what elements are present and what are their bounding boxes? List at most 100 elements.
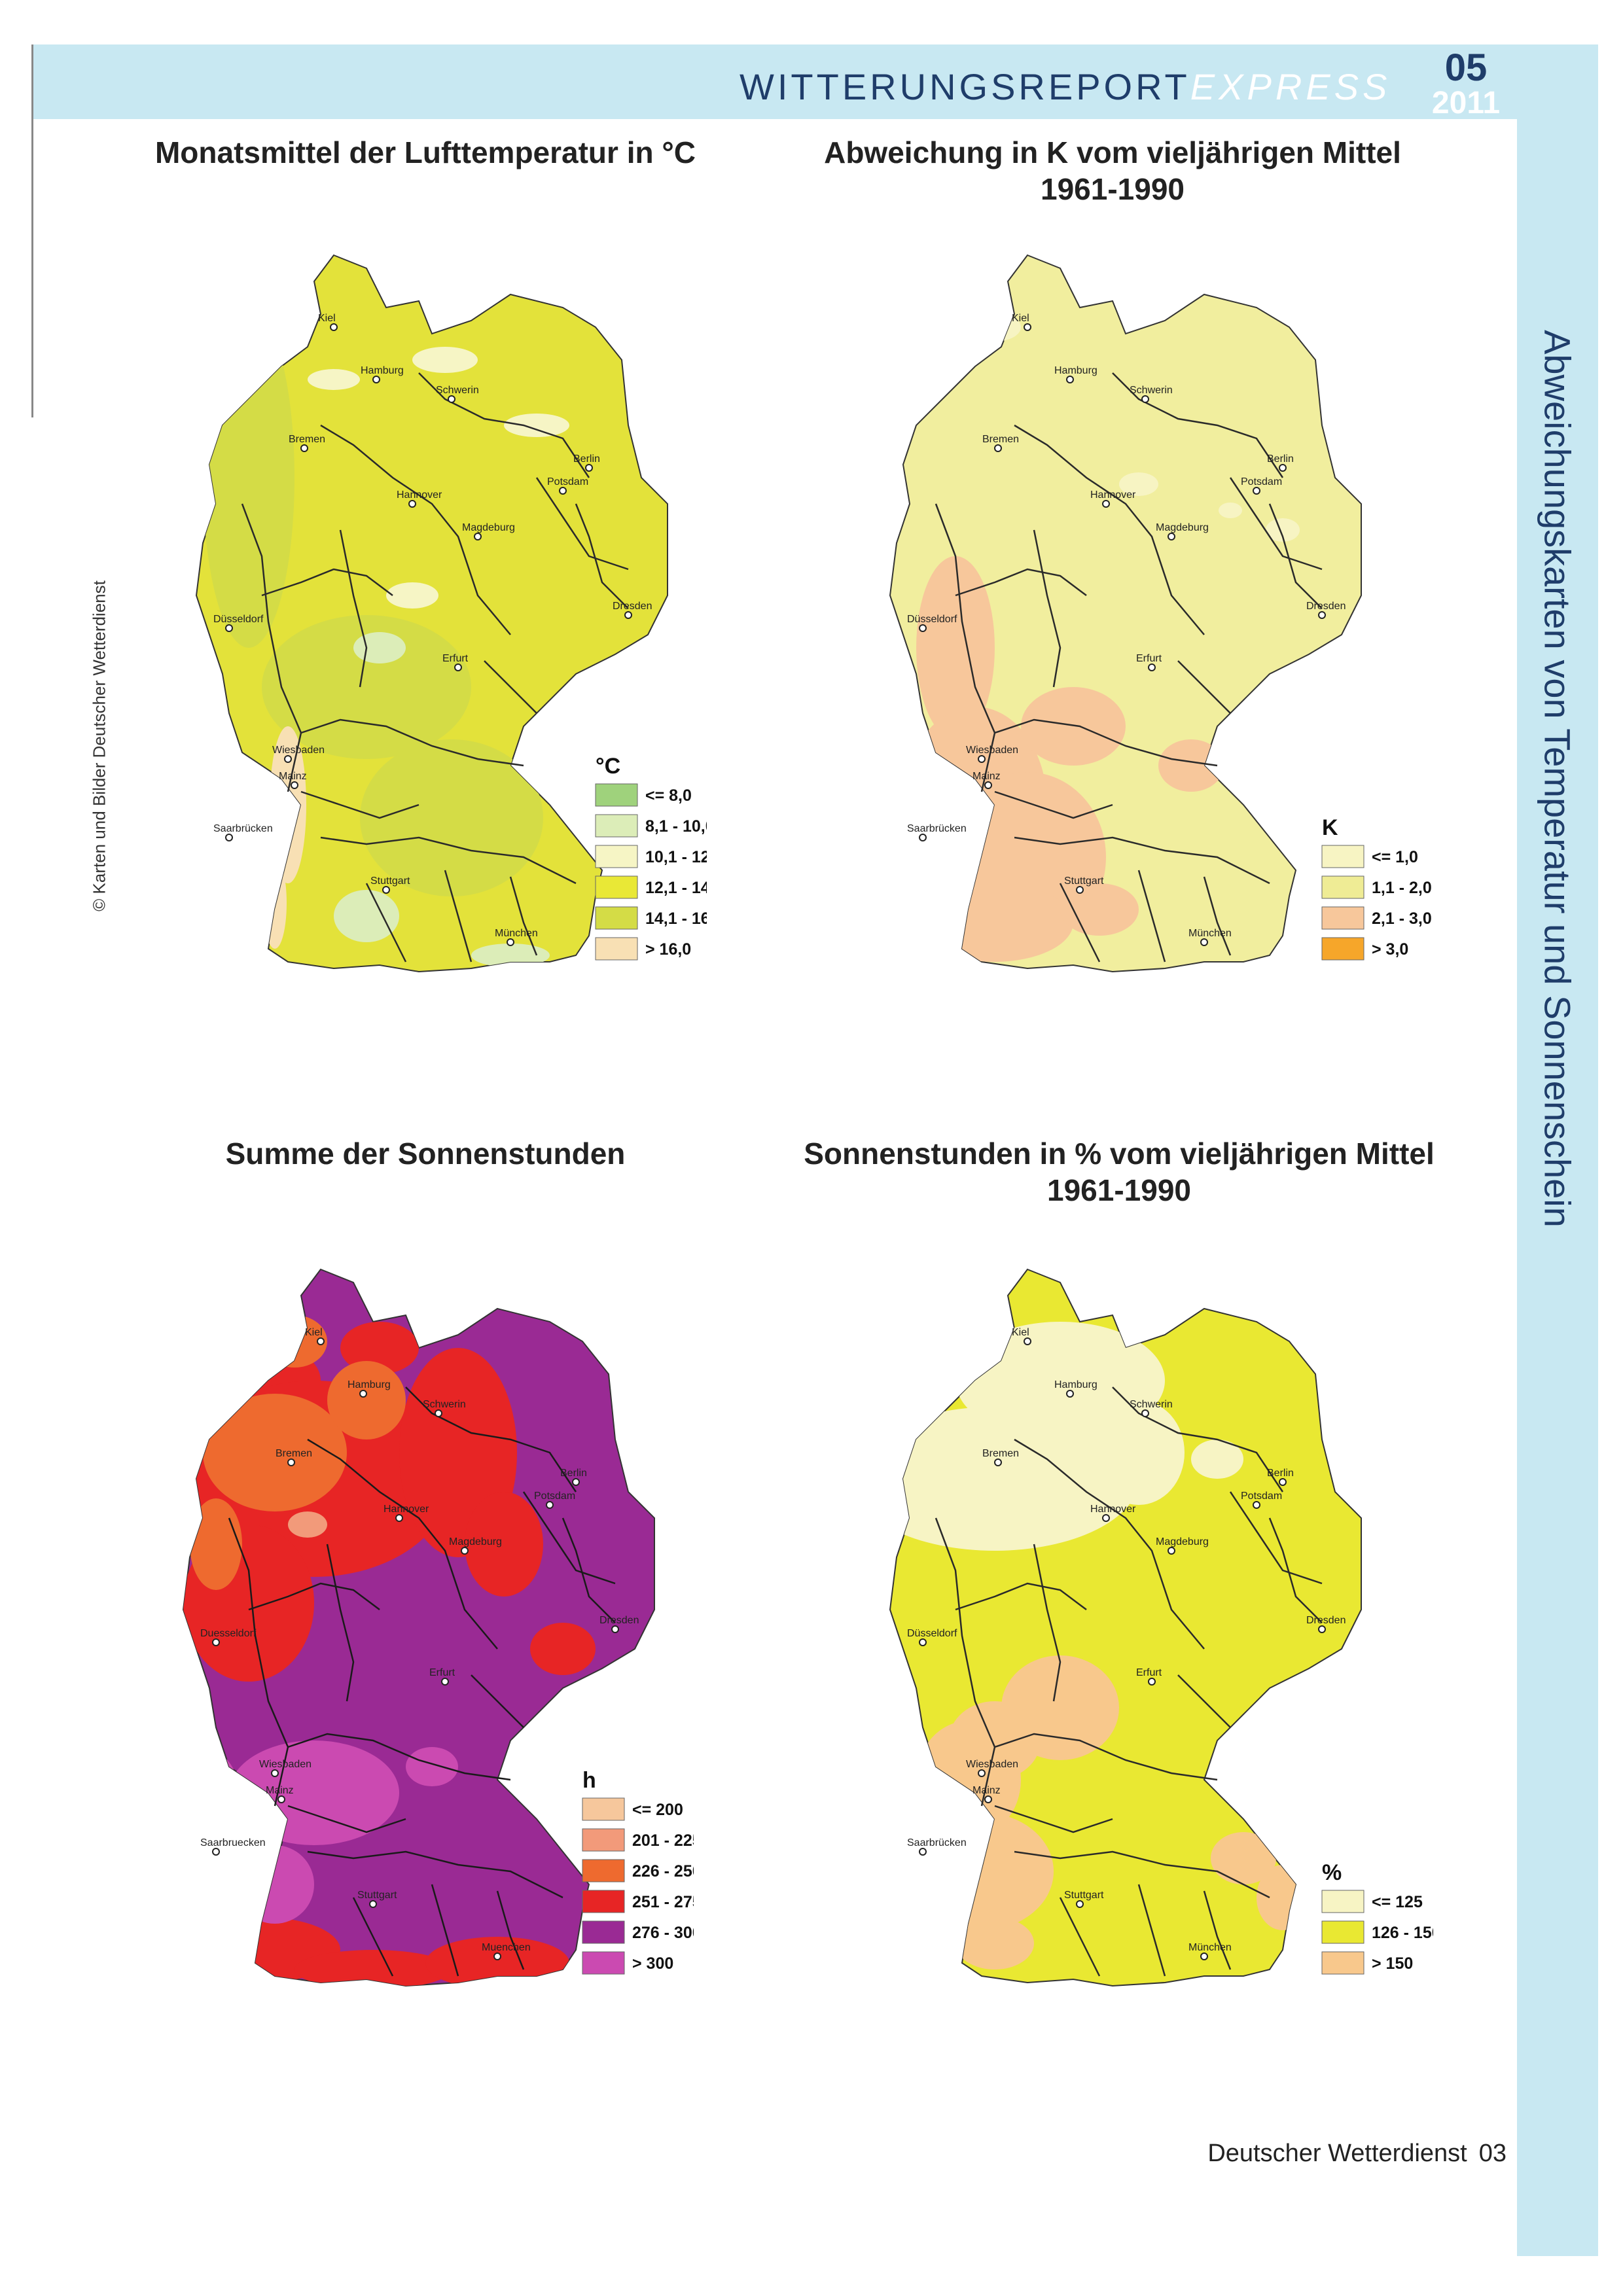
map-title-sunshine-line1: Summe der Sonnenstunden — [225, 1137, 626, 1171]
value-region — [465, 1492, 543, 1597]
value-region — [1257, 1865, 1309, 1930]
city-marker: Erfurt — [429, 1667, 455, 1686]
city-marker: Kiel — [1012, 313, 1031, 331]
river-line — [261, 568, 393, 597]
city-label: Potsdam — [534, 1491, 575, 1502]
city-label: Saarbrücken — [907, 823, 967, 834]
legend-item: 12,1 - 14,0 — [595, 875, 707, 899]
report-title-main: WITTERUNGSREPORT — [740, 66, 1190, 107]
legend-item: > 300 — [582, 1951, 673, 1975]
city-marker: Wiesbaden — [259, 1759, 312, 1777]
river-line — [562, 1517, 616, 1623]
legend-swatch — [595, 845, 638, 868]
copyright-note: © Karten und Bilder Deutscher Wetterdien… — [89, 580, 109, 911]
city-marker: München — [495, 928, 538, 946]
river-line — [509, 876, 538, 956]
map-legend: °C <= 8,0 8,1 - 10,0 10,1 - 12,0 12,1 - 14,0… — [595, 754, 707, 961]
value-region — [1191, 1439, 1243, 1479]
map-legend: K <= 1,0 1,1 - 2,0 2,1 - 3,0 > 3,0 — [1321, 815, 1432, 961]
legend-item: 126 - 150 — [1321, 1920, 1433, 1944]
value-region — [353, 632, 406, 663]
legend-swatch — [595, 937, 638, 961]
city-marker: Berlin — [1267, 1468, 1294, 1486]
issue-year: 2011 — [1431, 86, 1501, 120]
germany-map: Kiel Hamburg Schwerin Bremen Berlin Potsdam Ha… — [889, 1268, 1362, 1987]
city-label: Potsdam — [547, 476, 588, 487]
legend-label: <= 1,0 — [1372, 848, 1418, 866]
legend-label: 251 - 275 — [632, 1893, 694, 1911]
city-label: Kiel — [318, 313, 336, 324]
legend-item: 2,1 - 3,0 — [1321, 906, 1432, 930]
legend-label: 14,1 - 16,0 — [645, 910, 707, 928]
value-region — [1060, 883, 1139, 936]
city-label: Duesseldorf — [200, 1628, 257, 1639]
river-line — [1177, 660, 1231, 714]
value-region — [910, 1812, 1054, 1930]
city-marker: Hamburg — [1054, 365, 1097, 383]
value-region — [1021, 687, 1126, 766]
map-title-sunshine: Summe der Sonnenstunden — [131, 1135, 720, 1172]
city-label: Wiesbaden — [966, 1759, 1018, 1770]
legend-label: 2,1 - 3,0 — [1372, 910, 1432, 928]
legend-item: <= 1,0 — [1321, 845, 1418, 868]
map-title-sunshine-deviation: Sonnenstunden in % vom vieljährigen Mitt… — [753, 1135, 1486, 1209]
city-marker: Magdeburg — [1156, 1536, 1209, 1555]
city-label: Mainz — [266, 1785, 294, 1796]
city-marker: Saarbrücken — [213, 823, 273, 841]
city-label: Dresden — [1306, 1615, 1346, 1626]
river-line — [444, 870, 473, 963]
city-marker: Kiel — [318, 313, 338, 331]
legend-swatch — [595, 814, 638, 838]
city-marker: Bremen — [982, 434, 1019, 452]
value-region — [955, 1917, 1034, 1969]
city-marker: Stuttgart — [357, 1890, 397, 1908]
legend-unit: K — [1322, 815, 1338, 840]
river-line — [1137, 870, 1166, 963]
city-marker: Bremen — [982, 1448, 1019, 1466]
city-label: Düsseldorf — [907, 1628, 957, 1639]
city-marker: Potsdam — [1241, 1491, 1282, 1509]
legend-item: <= 125 — [1321, 1890, 1423, 1913]
value-region — [190, 1498, 242, 1590]
value-region — [412, 347, 478, 373]
legend-swatch — [582, 1951, 625, 1975]
river-line — [955, 568, 1087, 597]
city-marker: Schwerin — [1130, 1399, 1173, 1417]
river-line — [1112, 372, 1284, 478]
legend-label: <= 125 — [1372, 1893, 1423, 1911]
city-marker: Hamburg — [348, 1379, 391, 1398]
river-line — [287, 1733, 511, 1781]
legend-item: 201 - 225 — [582, 1828, 694, 1852]
issue-number: 05 — [1444, 46, 1488, 89]
legend-label: <= 200 — [632, 1801, 683, 1819]
city-marker: Schwerin — [1130, 385, 1173, 403]
city-marker: Hannover — [397, 489, 442, 508]
legend-unit: h — [582, 1768, 596, 1793]
legend-label: 226 - 250 — [632, 1862, 694, 1881]
legend-swatch — [595, 783, 638, 807]
city-label: Berlin — [573, 453, 600, 465]
map-legend: % <= 125 126 - 150 > 150 — [1321, 1860, 1433, 1975]
city-marker: Kiel — [305, 1327, 325, 1345]
river-line — [339, 529, 368, 688]
value-region — [327, 1361, 406, 1439]
city-label: Magdeburg — [1156, 522, 1209, 533]
city-label: Mainz — [279, 771, 307, 782]
legend-item: <= 200 — [582, 1797, 683, 1821]
river-line — [1014, 1850, 1270, 1899]
city-label: Wiesbaden — [259, 1759, 312, 1770]
legend-unit: °C — [596, 754, 620, 779]
city-label: Potsdam — [1241, 476, 1282, 487]
city-label: Dresden — [1306, 601, 1346, 612]
city-label: Saarbruecken — [200, 1837, 266, 1848]
city-marker: Hannover — [383, 1504, 429, 1522]
city-marker: Potsdam — [534, 1491, 575, 1509]
city-marker: Saarbrücken — [907, 823, 967, 841]
map-temperature-deviation: Kiel Hamburg Schwerin Bremen Berlin Potsdam Ha… — [889, 254, 1432, 973]
map-title-temperature: Monatsmittel der Lufttemperatur in °C — [131, 134, 720, 171]
city-label: Dresden — [599, 1615, 639, 1626]
river-line — [935, 503, 996, 792]
river-line — [575, 503, 629, 609]
city-label: Potsdam — [1241, 1491, 1282, 1502]
river-line — [522, 1491, 616, 1585]
